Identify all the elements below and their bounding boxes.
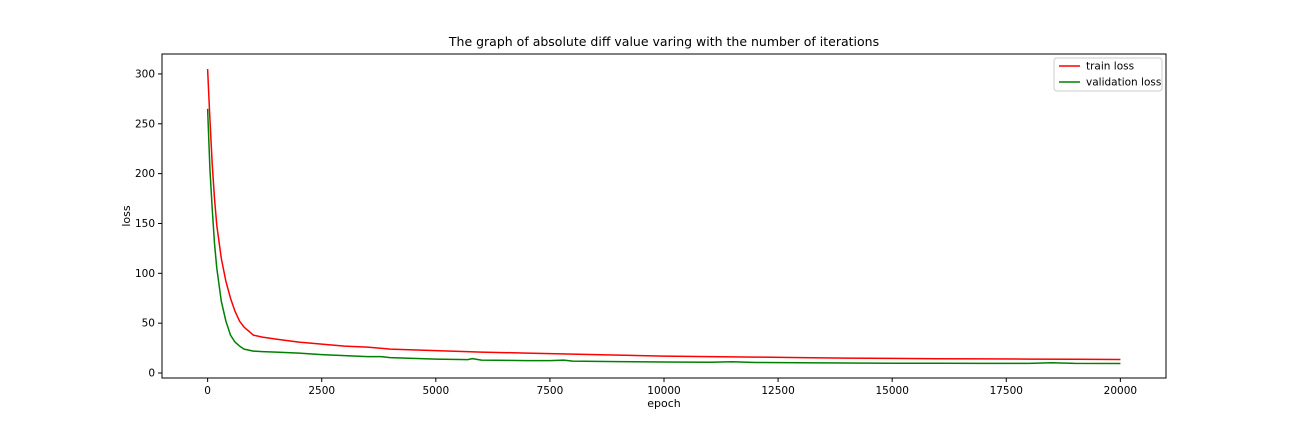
- legend: train loss validation loss: [1053, 57, 1163, 92]
- plot-area: [206, 68, 1121, 365]
- x-tick-label: 5000: [422, 385, 449, 397]
- series-line-1: [206, 108, 1121, 365]
- y-tick-label: 50: [142, 318, 155, 330]
- x-tick-label: 2500: [308, 385, 335, 397]
- x-tick-label: 12500: [761, 385, 794, 397]
- y-tick-label: 300: [135, 68, 155, 80]
- legend-label-0: train loss: [1086, 61, 1134, 73]
- y-tick-label: 0: [148, 368, 155, 380]
- x-tick-label: 15000: [875, 385, 908, 397]
- y-tick-label: 150: [135, 218, 155, 230]
- y-axis-label: loss: [120, 205, 133, 227]
- y-tick-label: 250: [135, 118, 155, 130]
- y-tick-label: 100: [135, 268, 155, 280]
- x-tick-label: 0: [204, 385, 211, 397]
- x-tick-label: 7500: [537, 385, 564, 397]
- y-axis: 0 50 100 150 200 250 300: [135, 68, 162, 380]
- x-tick-label: 20000: [1104, 385, 1137, 397]
- legend-label-1: validation loss: [1086, 77, 1161, 89]
- axes-frame: [161, 53, 1167, 379]
- chart-title: The graph of absolute diff value varing …: [448, 34, 879, 49]
- x-axis-label: epoch: [647, 397, 681, 410]
- x-axis: 0 2500 5000 7500 10000 12500 15000 17500 20000: [204, 378, 1137, 397]
- x-tick-label: 10000: [647, 385, 680, 397]
- x-tick-label: 17500: [990, 385, 1023, 397]
- y-tick-label: 200: [135, 168, 155, 180]
- series-line-0: [206, 68, 1121, 361]
- legend-box: [1053, 57, 1163, 92]
